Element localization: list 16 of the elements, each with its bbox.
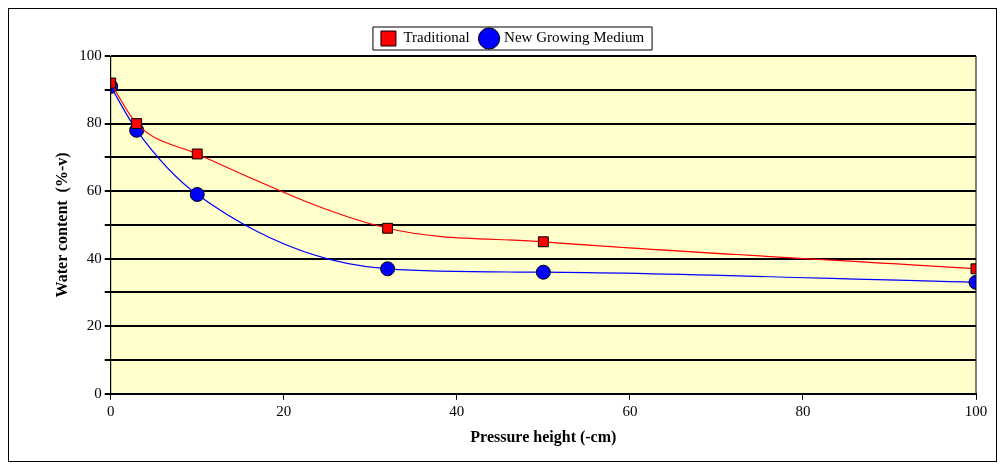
x-tick-label: 60	[622, 402, 638, 419]
y-tick-label: 40	[86, 249, 102, 266]
legend-label: Traditional	[403, 29, 470, 46]
x-tick-label: 20	[276, 402, 292, 419]
y-tick-label: 80	[86, 114, 102, 131]
legend-label: New Growing Medium	[504, 29, 645, 46]
y-tick-label: 0	[94, 384, 102, 401]
x-axis-title: Pressure height (-cm)	[470, 427, 617, 446]
y-tick-label: 100	[79, 46, 102, 63]
y-tick-label: 60	[86, 182, 102, 199]
x-tick-label: 0	[106, 402, 115, 419]
x-tick-label: 100	[964, 402, 988, 419]
x-tick-label: 80	[795, 402, 811, 419]
x-tick-label: 40	[449, 402, 465, 419]
y-tick-label: 20	[86, 317, 102, 334]
y-axis-title: Water content (%-v)	[52, 152, 71, 298]
